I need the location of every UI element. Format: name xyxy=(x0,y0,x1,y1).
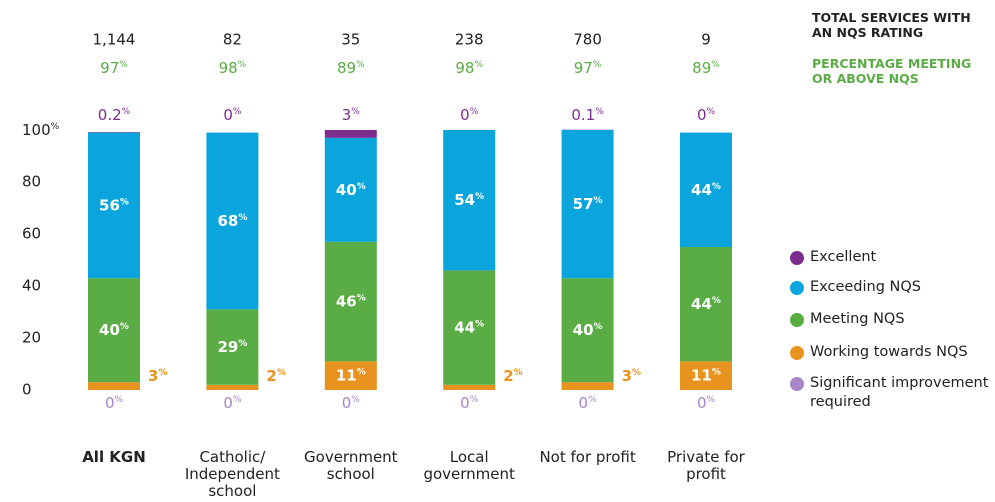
y-tick-label: 40 xyxy=(22,277,41,295)
data-label: 46% xyxy=(336,292,366,310)
data-label: 44% xyxy=(454,318,484,336)
data-label: 29% xyxy=(217,338,247,356)
bar-segment xyxy=(443,270,496,385)
total-label: 35 xyxy=(341,31,360,49)
bar-segment xyxy=(561,382,614,390)
data-label: 0% xyxy=(342,394,361,412)
legend-label: Excellent xyxy=(810,249,877,265)
data-label: 3% xyxy=(622,367,641,385)
x-tick-label: All KGN xyxy=(82,448,146,466)
bar-segment xyxy=(88,382,140,390)
bar-segment xyxy=(680,361,732,390)
x-tick-label: Not for profit xyxy=(539,448,636,466)
x-tick-label: Government school xyxy=(304,448,398,483)
bar-segment xyxy=(561,278,614,383)
data-label: 0.1% xyxy=(571,106,604,124)
bar-segment xyxy=(88,278,140,383)
meeting-label: 89% xyxy=(692,59,720,77)
data-label: 2% xyxy=(266,367,285,385)
meeting-label: 97% xyxy=(574,59,602,77)
legend-label: Working towards NQS xyxy=(810,344,968,360)
data-label: 0% xyxy=(579,394,598,412)
legend-label: Significant improvement required xyxy=(810,375,989,410)
data-label: 68% xyxy=(217,212,247,230)
bar-segment xyxy=(206,132,259,310)
data-label: 3% xyxy=(148,367,167,385)
bar-segment xyxy=(206,309,259,385)
y-tick-label: 60 xyxy=(22,225,41,243)
x-tick-label: Catholic/ Independent school xyxy=(184,448,280,500)
total-label: 780 xyxy=(573,31,602,49)
meeting-label: 97% xyxy=(100,59,128,77)
bar-segment xyxy=(680,247,732,362)
total-label: 238 xyxy=(455,31,484,49)
total-label: 1,144 xyxy=(93,31,136,49)
data-label: 40% xyxy=(336,180,366,198)
bar-segment xyxy=(680,132,732,247)
total-label: 82 xyxy=(223,31,242,49)
data-label: 11% xyxy=(336,366,366,384)
data-label: 40% xyxy=(99,321,129,339)
x-tick-label: Local government xyxy=(423,448,515,483)
bar-segment xyxy=(206,384,259,390)
bar-segment xyxy=(443,130,496,271)
data-label: 40% xyxy=(573,321,603,339)
total-label: 9 xyxy=(701,31,711,49)
meeting-label: 98% xyxy=(219,59,247,77)
meeting-heading: PERCENTAGE MEETING OR ABOVE NQS xyxy=(812,56,972,86)
data-label: 0% xyxy=(223,106,242,124)
legend-label: Exceeding NQS xyxy=(810,279,922,295)
legend-swatch xyxy=(790,281,804,295)
data-label: 0% xyxy=(697,106,716,124)
legend-swatch xyxy=(790,313,804,327)
data-label: 3% xyxy=(342,106,361,124)
y-tick-label: 80 xyxy=(22,173,41,191)
bar-segment xyxy=(324,137,377,242)
bar-segment xyxy=(561,130,614,279)
data-label: 44% xyxy=(691,180,721,198)
data-label: 0% xyxy=(697,394,716,412)
legend-swatch xyxy=(790,346,804,360)
bar-segment xyxy=(324,130,377,138)
data-label: 0% xyxy=(105,394,124,412)
meeting-label: 98% xyxy=(455,59,483,77)
y-tick-label: 100% xyxy=(22,121,60,139)
x-tick-label: Private for profit xyxy=(667,448,745,483)
data-label: 0% xyxy=(223,394,242,412)
bar-segment xyxy=(324,361,377,390)
data-label: 11% xyxy=(691,366,721,384)
bar-segment xyxy=(88,132,140,133)
data-label: 0% xyxy=(460,106,479,124)
legend-swatch xyxy=(790,377,804,391)
bar-segment xyxy=(443,384,496,390)
data-label: 2% xyxy=(503,367,522,385)
data-label: 57% xyxy=(573,195,603,213)
data-label: 56% xyxy=(99,196,129,214)
data-label: 44% xyxy=(691,295,721,313)
y-tick-label: 0 xyxy=(22,381,32,399)
legend-swatch xyxy=(790,251,804,265)
bar-segment xyxy=(324,241,377,362)
y-tick-label: 20 xyxy=(22,329,41,347)
meeting-label: 89% xyxy=(337,59,365,77)
bar-segment xyxy=(88,132,140,279)
data-label: 54% xyxy=(454,191,484,209)
legend-label: Meeting NQS xyxy=(810,311,905,327)
totals-heading: TOTAL SERVICES WITH AN NQS RATING xyxy=(812,10,971,40)
data-label: 0.2% xyxy=(98,106,131,124)
data-label: 0% xyxy=(460,394,479,412)
